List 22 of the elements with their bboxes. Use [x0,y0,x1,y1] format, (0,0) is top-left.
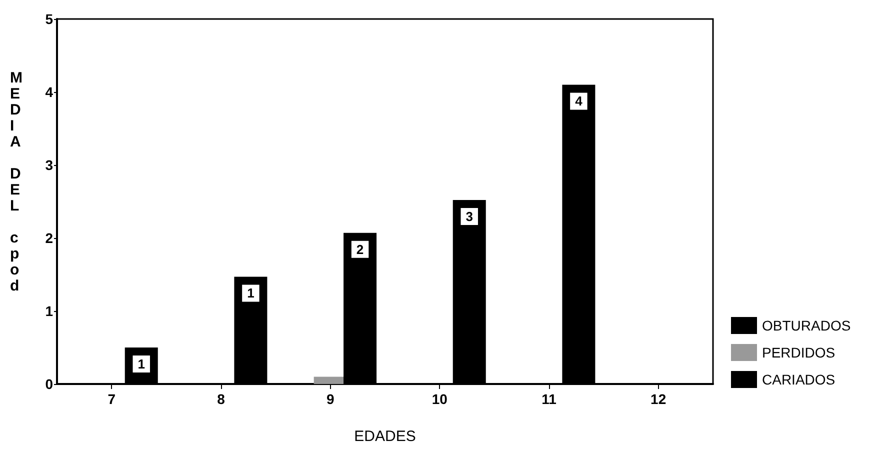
legend-label: CARIADOS [762,372,836,388]
x-tick-label: 10 [432,391,448,407]
y-tick-label: 0 [45,376,54,392]
x-tick-label: 9 [326,391,334,407]
y-tick-label: 5 [45,11,54,27]
x-tick-label: 12 [650,391,666,407]
y-tick-label: 3 [45,157,54,173]
x-tick-label: 11 [542,391,557,407]
x-tick-label: 8 [217,391,226,407]
x-axis-title: EDADES [354,428,416,445]
data-label: 2 [356,242,364,257]
x-tick-label: 7 [108,391,116,407]
data-label: 4 [575,94,584,109]
y-tick-label: 4 [45,84,54,100]
y-tick-label: 2 [45,230,54,246]
y-tick-label: 1 [45,303,54,319]
legend-label: PERDIDOS [762,344,836,360]
text: MEDIA DEL cpod [10,70,22,294]
data-label: 3 [466,209,473,224]
data-label: 1 [138,356,145,372]
data-label: 1 [247,286,254,301]
legend-label: OBTURADOS [762,318,851,334]
